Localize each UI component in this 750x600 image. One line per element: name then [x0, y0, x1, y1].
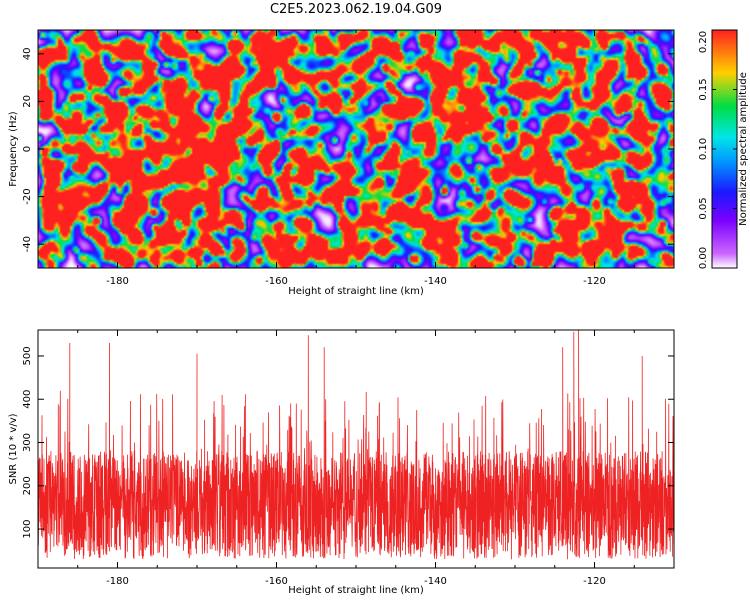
snr-ylabel: SNR (10 * v/v) [8, 413, 19, 484]
y-tick-label: 400 [22, 390, 33, 409]
x-tick-label: -140 [424, 576, 447, 587]
colorbar-tick-label: 0.10 [698, 138, 709, 160]
colorbar-ticks: 0.00 0.05 0.10 0.15 0.20 [698, 29, 737, 269]
x-tick-label: -120 [583, 276, 606, 287]
spectrogram-heatmap [38, 30, 674, 268]
spectrogram-ticks: -180 -160 -140 -120 -40 -20 0 20 40 [22, 30, 675, 287]
x-tick-label: -180 [106, 576, 129, 587]
x-tick-label: -160 [265, 576, 288, 587]
colorbar-gradient [712, 30, 737, 268]
snr-series-line [38, 330, 674, 560]
colorbar-tick-label: 0.05 [698, 197, 709, 219]
y-tick-label: 500 [22, 346, 33, 365]
y-tick-label: 0 [22, 146, 33, 152]
colorbar: 0.00 0.05 0.10 0.15 0.20 Normalized spectral… [698, 29, 749, 269]
chart-title: C2E5.2023.062.19.04.G09 [269, 2, 443, 17]
colorbar-label: Normalized spectral amplitude [738, 72, 749, 226]
spectrogram-ylabel: Frequency (Hz) [8, 111, 19, 187]
snr-ticks: -180 -160 -140 -120 100 200 300 400 500 [22, 330, 675, 587]
snr-panel: -180 -160 -140 -120 100 200 300 400 500 Height o… [8, 329, 675, 596]
x-tick-label: -180 [106, 276, 129, 287]
colorbar-tick-label: 0.20 [698, 31, 709, 53]
y-tick-label: 200 [22, 476, 33, 495]
y-tick-label: 20 [22, 95, 33, 108]
snr-xlabel: Height of straight line (km) [288, 585, 424, 596]
x-tick-label: -120 [583, 576, 606, 587]
spectrogram-xlabel: Height of straight line (km) [288, 286, 424, 297]
x-tick-label: -160 [265, 276, 288, 287]
y-tick-label: -20 [22, 188, 33, 204]
y-tick-label: 300 [22, 433, 33, 452]
colorbar-tick-label: 0.00 [698, 247, 709, 269]
y-tick-label: 100 [22, 520, 33, 539]
x-tick-label: -140 [424, 276, 447, 287]
colorbar-tick-label: 0.15 [698, 78, 709, 100]
spectrogram-panel: -180 -160 -140 -120 -40 -20 0 20 40 Height of st… [8, 29, 675, 297]
y-tick-label: -40 [22, 236, 33, 252]
y-tick-label: 40 [22, 47, 33, 60]
